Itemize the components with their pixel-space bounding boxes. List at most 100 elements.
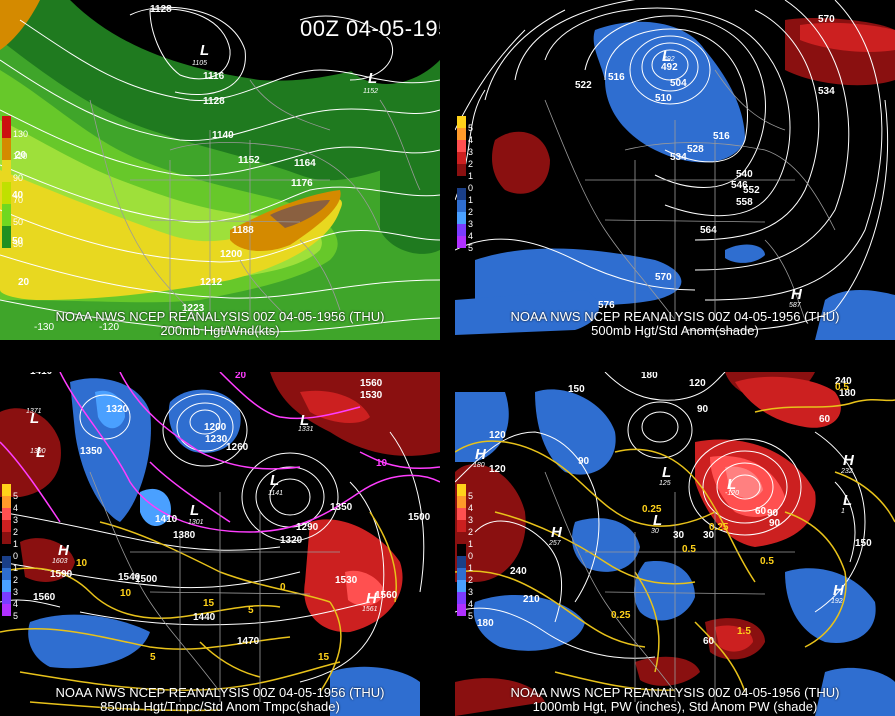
contour-label: 546: [731, 180, 748, 191]
low-center-value: 1390: [30, 448, 46, 455]
contour-label: 1470: [237, 636, 260, 647]
legend-swatch: [2, 592, 11, 604]
contour-label: 504: [670, 78, 687, 89]
legend-label: 5: [13, 611, 19, 621]
legend-label: 70: [13, 195, 24, 205]
contour-label: 564: [700, 225, 717, 236]
contour-label: 1128: [203, 96, 225, 107]
panel-product-caption: 850mb Hgt/Tmpc/Std Anom Tmpc(shade): [100, 699, 340, 714]
contour-label: 1320: [280, 535, 303, 546]
legend-label: 5: [468, 123, 474, 133]
contour-label: 510: [655, 93, 672, 104]
contour-label: 1380: [173, 530, 196, 541]
high-center-marker: H: [843, 452, 854, 469]
panel-source-caption: NOAA NWS NCEP REANALYSIS 00Z 04-05-1956 …: [55, 309, 385, 324]
low-center-value: 1105: [192, 60, 208, 67]
legend-label: 0: [468, 183, 474, 193]
high-center-value: 587: [789, 302, 801, 309]
legend-swatch: [2, 484, 11, 496]
legend-label: 5: [468, 243, 474, 253]
panel-product-caption: 200mb Hgt/Wnd(kts): [160, 323, 280, 338]
temp-label: 10: [76, 558, 88, 569]
longitude-label: -130: [34, 322, 55, 333]
contour-label: 240: [510, 566, 527, 577]
legend-swatch: [2, 532, 11, 544]
low-center-marker: L: [727, 476, 737, 493]
contour-label: 1530: [360, 390, 383, 401]
high-center-value: 232: [841, 468, 853, 475]
contour-label: 552: [743, 185, 760, 196]
panel-product-caption: 1000mb Hgt, PW (inches), Std Anom PW (sh…: [532, 699, 818, 714]
legend-swatch: [457, 484, 466, 496]
high-center-marker: H: [475, 446, 486, 463]
pw-label: 0.5: [835, 382, 849, 393]
legend-label: 90: [13, 173, 24, 183]
legend-label: 5: [468, 491, 474, 501]
pw-label: 0.5: [682, 544, 696, 555]
contour-label: 120: [689, 378, 706, 389]
legend-label: 3: [468, 219, 474, 229]
legend-swatch: [2, 204, 11, 226]
temp-label: 15: [203, 598, 215, 609]
contour-label: 1260: [226, 442, 249, 453]
legend-label: 3: [13, 587, 19, 597]
high-center-value: 1603: [52, 558, 68, 565]
contour-label: 534: [818, 86, 835, 97]
panel-source-caption: NOAA NWS NCEP REANALYSIS 00Z 04-05-1956 …: [510, 685, 840, 700]
contour-label: 180: [641, 372, 658, 381]
low-center-marker: L: [190, 502, 200, 519]
legend-swatch: [457, 200, 466, 212]
temp-label: 10: [120, 588, 132, 599]
contour-label: 570: [655, 272, 672, 283]
legend-swatch: [457, 592, 466, 604]
temp-label: 5: [248, 605, 254, 616]
legend-label: 1: [13, 539, 19, 549]
low-center-marker: L: [653, 512, 663, 529]
legend-label: 5: [13, 491, 19, 501]
high-center-marker: H: [58, 542, 69, 559]
legend-label: 2: [468, 159, 474, 169]
legend-label: 2: [13, 527, 19, 537]
contour-label: 150: [568, 384, 585, 395]
contour-label: 90: [767, 508, 779, 519]
contour-label: 1212: [200, 277, 223, 288]
legend-swatch: [2, 182, 11, 204]
high-center-marker: H: [833, 582, 844, 599]
low-center-value: 1371: [26, 408, 42, 415]
pw-label: 0.25: [611, 610, 631, 621]
panel-850mb: 5 4 3 2 1 0 1 2 3 4 5 1410 1560 1530 132…: [0, 372, 440, 716]
low-center-marker: L: [200, 42, 210, 59]
contour-label: 540: [736, 169, 753, 180]
contour-label: 150: [855, 538, 872, 549]
temp-label: 5: [150, 652, 156, 663]
temp-label: 0: [280, 582, 286, 593]
contour-label: 20: [15, 150, 27, 161]
high-center-marker: H: [366, 590, 377, 607]
contour-label: 1230: [205, 434, 228, 445]
contour-label: 1560: [33, 592, 56, 603]
map-1000mb: [455, 372, 895, 716]
legend-swatch: [457, 128, 466, 140]
legend-label: 2: [13, 575, 19, 585]
legend-label: 3: [468, 147, 474, 157]
legend-label: 30: [13, 239, 24, 249]
legend-swatch: [457, 212, 466, 224]
legend-swatch: [2, 544, 11, 556]
low-center-value: 1152: [363, 88, 379, 95]
contour-label: 1560: [375, 590, 398, 601]
legend-swatch: [2, 116, 11, 138]
legend-label: 50: [13, 217, 24, 227]
legend-swatch: [457, 164, 466, 176]
low-center-value: 1: [841, 508, 845, 515]
contour-label: 534: [670, 152, 687, 163]
temp-label: 10: [376, 458, 388, 469]
legend-swatch: [457, 496, 466, 508]
legend-swatch: [457, 188, 466, 200]
contour-label: 180: [839, 388, 856, 399]
pw-label: 0.25: [709, 522, 729, 533]
low-center-value: -120: [725, 490, 740, 497]
contour-label: 1320: [106, 404, 129, 415]
contour-label: 1152: [238, 155, 260, 166]
contour-label: 1500: [135, 574, 158, 585]
map-850mb: [0, 372, 440, 716]
